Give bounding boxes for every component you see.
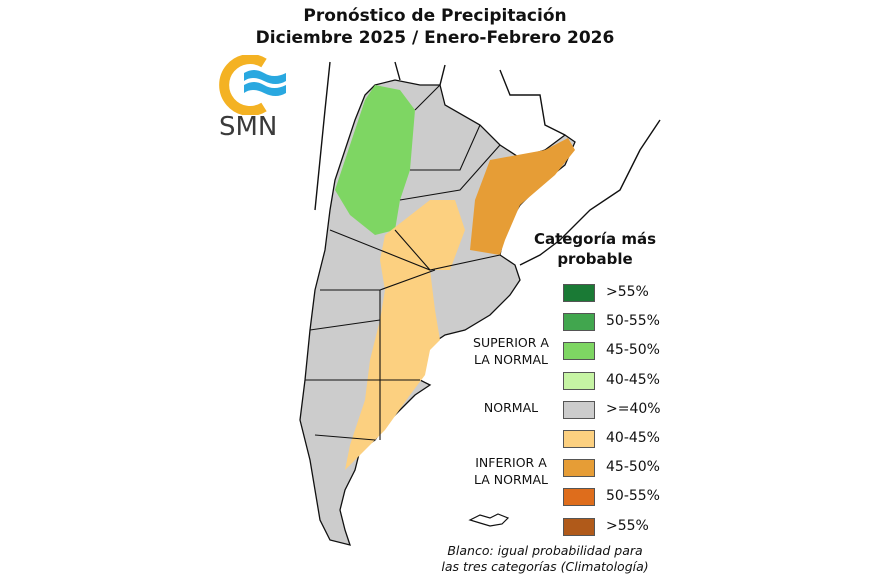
legend-swatch	[563, 459, 595, 478]
legend-label: 40-45%	[606, 371, 660, 388]
legend-swatch	[563, 284, 595, 302]
legend-swatch	[563, 488, 595, 507]
legend-label: 50-55%	[606, 313, 660, 330]
legend-label: 40-45%	[606, 430, 660, 446]
legend-group-inferior: INFERIOR A LA NORMAL	[474, 455, 548, 487]
smn-logo-text: SMN	[219, 112, 278, 142]
legend-label: >55%	[606, 284, 649, 300]
legend-swatch	[563, 400, 595, 419]
legend-swatch	[563, 313, 595, 332]
legend-note-2: las tres categorías (Climatología)	[441, 559, 649, 574]
neighbor-borders	[314, 61, 661, 266]
legend-swatch	[563, 430, 595, 448]
region-inferior-45-50	[470, 138, 575, 255]
legend-group-superior: SUPERIOR A LA NORMAL	[473, 335, 549, 367]
legend-swatch	[563, 371, 595, 390]
legend-label: >55%	[606, 517, 649, 534]
region-inferior-40-45	[345, 200, 465, 470]
legend-label: 45-50%	[606, 459, 660, 476]
region-superior-45-50	[335, 85, 415, 235]
map-title: Pronóstico de Precipitación	[303, 6, 567, 26]
smn-logo-icon	[219, 55, 286, 115]
legend-group-normal: NORMAL	[483, 400, 539, 415]
legend-swatch	[563, 342, 595, 361]
legend-label: 50-55%	[606, 488, 660, 505]
legend-label: 45-50%	[606, 342, 660, 359]
legend-title: Categoría más	[533, 230, 657, 248]
falkland-islands	[468, 513, 510, 527]
legend-title-2: probable	[557, 250, 633, 268]
legend-note: Blanco: igual probabilidad para	[447, 543, 643, 558]
province-borders	[305, 84, 501, 441]
legend-label: >=40%	[606, 400, 661, 417]
legend-swatch	[563, 517, 595, 536]
map-subtitle: Diciembre 2025 / Enero-Febrero 2026	[255, 28, 615, 48]
